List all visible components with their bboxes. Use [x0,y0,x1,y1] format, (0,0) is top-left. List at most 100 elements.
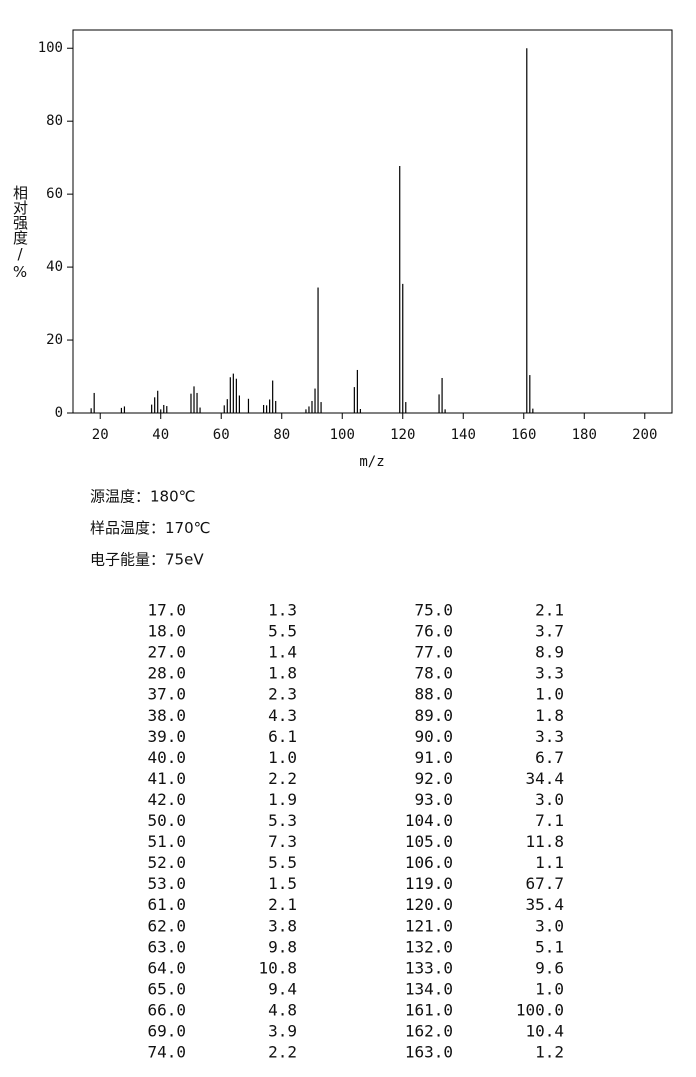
table-cell: 3.0 [535,916,564,935]
table-cell: 1.4 [268,643,297,662]
table-cell: 40.0 [147,748,186,767]
table-cell: 1.3 [268,601,297,620]
table-cell: 65.0 [147,979,186,998]
y-axis-label: 相对强度/% [11,185,29,281]
x-axis-label: m/z [359,454,384,470]
table-cell: 64.0 [147,958,186,977]
y-tick-label: 20 [46,332,63,348]
table-cell: 90.0 [414,727,453,746]
table-cell: 3.3 [535,727,564,746]
table-cell: 161.0 [405,1000,453,1019]
y-tick-label: 80 [46,113,63,129]
table-cell: 4.3 [268,706,297,725]
table-cell: 34.4 [525,769,564,788]
table-cell: 121.0 [405,916,453,935]
table-cell: 2.2 [268,769,297,788]
table-cell: 78.0 [414,664,453,683]
table-cell: 62.0 [147,916,186,935]
table-cell: 18.0 [147,622,186,641]
table-cell: 163.0 [405,1043,453,1062]
x-tick-label: 20 [92,427,109,443]
table-cell: 120.0 [405,895,453,914]
table-cell: 10.8 [258,958,297,977]
table-cell: 37.0 [147,685,186,704]
table-cell: 88.0 [414,685,453,704]
table-cell: 50.0 [147,811,186,830]
table-cell: 1.9 [268,790,297,809]
table-cell: 11.8 [525,832,564,851]
table-cell: 92.0 [414,769,453,788]
table-cell: 7.1 [535,811,564,830]
x-tick-label: 40 [152,427,169,443]
table-cell: 1.1 [535,853,564,872]
table-cell: 3.8 [268,916,297,935]
table-cell: 66.0 [147,1000,186,1019]
y-tick-label: 100 [38,40,63,56]
table-cell: 52.0 [147,853,186,872]
table-cell: 28.0 [147,664,186,683]
table-cell: 5.5 [268,853,297,872]
x-tick-label: 80 [273,427,290,443]
table-cell: 76.0 [414,622,453,641]
table-cell: 1.5 [268,874,297,893]
table-cell: 27.0 [147,643,186,662]
table-cell: 119.0 [405,874,453,893]
table-cell: 132.0 [405,937,453,956]
table-cell: 8.9 [535,643,564,662]
table-cell: 1.2 [535,1043,564,1062]
x-tick-label: 180 [572,427,597,443]
table-cell: 75.0 [414,601,453,620]
table-cell: 9.4 [268,979,297,998]
x-tick-label: 200 [632,427,657,443]
table-cell: 39.0 [147,727,186,746]
y-tick-label: 60 [46,186,63,202]
y-tick-label: 0 [55,405,63,421]
table-cell: 91.0 [414,748,453,767]
table-cell: 53.0 [147,874,186,893]
table-cell: 133.0 [405,958,453,977]
y-tick-label: 40 [46,259,63,275]
table-cell: 6.1 [268,727,297,746]
table-cell: 3.9 [268,1022,297,1041]
table-cell: 105.0 [405,832,453,851]
x-tick-label: 100 [330,427,355,443]
table-cell: 69.0 [147,1022,186,1041]
table-cell: 1.0 [535,979,564,998]
table-cell: 5.3 [268,811,297,830]
table-cell: 3.0 [535,790,564,809]
table-cell: 104.0 [405,811,453,830]
condition: 样品温度：170℃ [90,519,210,537]
plot-frame [72,29,673,414]
table-cell: 6.7 [535,748,564,767]
table-cell: 7.3 [268,832,297,851]
table-cell: 134.0 [405,979,453,998]
x-tick-label: 140 [451,427,476,443]
table-cell: 1.0 [268,748,297,767]
table-cell: 162.0 [405,1022,453,1041]
table-cell: 5.1 [535,937,564,956]
table-cell: 9.6 [535,958,564,977]
table-cell: 5.5 [268,622,297,641]
x-tick-label: 60 [213,427,230,443]
table-cell: 100.0 [516,1000,564,1019]
table-cell: 3.3 [535,664,564,683]
table-cell: 2.3 [268,685,297,704]
table-cell: 35.4 [525,895,564,914]
table-cell: 2.1 [535,601,564,620]
table-cell: 77.0 [414,643,453,662]
table-cell: 9.8 [268,937,297,956]
x-tick-label: 160 [511,427,536,443]
table-cell: 89.0 [414,706,453,725]
table-cell: 1.8 [268,664,297,683]
table-cell: 41.0 [147,769,186,788]
table-cell: 17.0 [147,601,186,620]
table-cell: 1.0 [535,685,564,704]
table-cell: 63.0 [147,937,186,956]
table-cell: 2.2 [268,1043,297,1062]
table-cell: 2.1 [268,895,297,914]
x-tick-label: 120 [390,427,415,443]
condition: 源温度：180℃ [90,488,195,506]
table-cell: 61.0 [147,895,186,914]
table-cell: 67.7 [525,874,564,893]
